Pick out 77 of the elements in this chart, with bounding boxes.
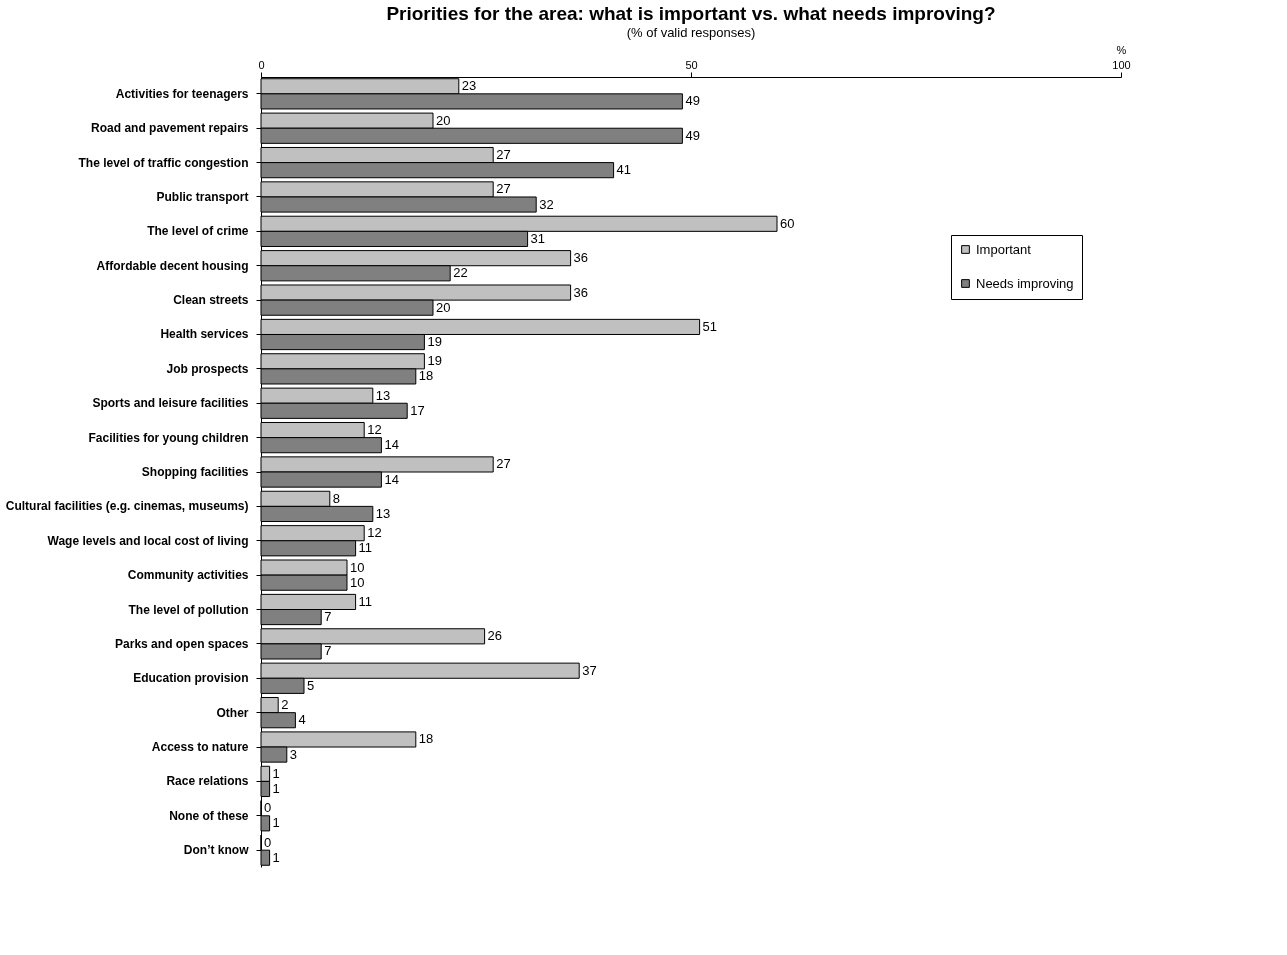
data-label: 11 <box>358 593 373 609</box>
y-tick-label: Job prospects <box>166 361 249 376</box>
y-tick-label: The level of pollution <box>128 602 249 617</box>
y-tick-label: Affordable decent housing <box>96 258 249 273</box>
x-tick-label: 0 <box>258 58 265 71</box>
x-tick-label: 100 <box>1112 58 1131 71</box>
data-label: 32 <box>539 196 554 212</box>
data-label: 11 <box>358 540 373 556</box>
y-tick-label: Parks and open spaces <box>115 636 249 651</box>
data-label: 49 <box>685 93 700 109</box>
data-label: 20 <box>436 299 451 315</box>
data-label: 41 <box>616 162 632 178</box>
data-label: 27 <box>496 456 511 472</box>
data-label: 51 <box>702 318 718 334</box>
data-label: 0 <box>264 834 272 850</box>
data-label: 12 <box>367 422 382 438</box>
data-label: 13 <box>375 387 391 403</box>
data-label: 7 <box>324 609 332 625</box>
data-label: 22 <box>453 265 468 281</box>
y-tick-label: Education provision <box>133 671 249 686</box>
data-label: 27 <box>496 147 511 163</box>
y-tick-label: Shopping facilities <box>141 465 249 479</box>
y-tick-label: Sports and leisure facilities <box>92 396 249 411</box>
data-label: 36 <box>573 250 589 266</box>
data-label: 37 <box>582 662 597 678</box>
y-tick-label: Road and pavement repairs <box>91 121 249 136</box>
chart-title: Priorities for the area: what is important vs. what needs improving? <box>386 3 996 24</box>
data-label: 3 <box>289 746 298 762</box>
y-tick-label: None of these <box>169 808 249 823</box>
x-tick-label: 50 <box>685 58 698 71</box>
data-label: 14 <box>384 471 399 487</box>
y-tick-label: Other <box>216 705 249 720</box>
y-tick-label: Clean streets <box>173 293 249 308</box>
y-tick-label: The level of traffic congestion <box>78 155 249 170</box>
y-tick-label: Cultural facilities (e.g. cinemas, museums) <box>5 499 249 514</box>
data-label: 36 <box>573 284 589 300</box>
y-tick-label: Health services <box>160 327 249 342</box>
data-label: 31 <box>530 230 546 246</box>
y-tick-label: Access to nature <box>151 740 249 755</box>
y-tick-label: The level of crime <box>147 224 249 239</box>
data-label: 8 <box>332 490 341 506</box>
legend-label: Needs improving <box>976 275 1074 291</box>
y-tick-label: Activities for teenagers <box>115 86 249 101</box>
data-label: 20 <box>436 112 451 128</box>
data-label: 19 <box>427 334 442 350</box>
data-label: 27 <box>496 181 511 197</box>
data-label: 5 <box>307 677 315 693</box>
data-label: 18 <box>418 368 434 384</box>
data-label: 1 <box>272 765 280 781</box>
x-axis-title: % <box>1116 43 1127 56</box>
data-label: 49 <box>685 127 700 143</box>
data-label: 10 <box>350 559 365 575</box>
data-label: 17 <box>410 402 425 418</box>
data-label: 60 <box>780 215 795 231</box>
y-tick-label: Don’t know <box>183 843 250 858</box>
y-tick-label: Race relations <box>166 774 249 789</box>
legend-label: Important <box>976 241 1032 257</box>
data-label: 26 <box>487 628 503 644</box>
data-label: 18 <box>418 731 434 747</box>
data-label: 12 <box>367 525 382 541</box>
chart-subtitle: (% of valid responses) <box>626 25 756 40</box>
data-label: 13 <box>375 505 391 521</box>
data-label: 1 <box>272 849 280 865</box>
y-tick-label: Wage levels and local cost of living <box>47 533 249 548</box>
data-label: 0 <box>264 800 272 816</box>
data-label: 4 <box>298 712 306 728</box>
y-tick-label: Public transport <box>156 189 249 204</box>
data-label: 2 <box>281 697 289 713</box>
data-label: 1 <box>272 815 280 831</box>
data-label: 7 <box>324 643 332 659</box>
data-label: 23 <box>461 78 477 94</box>
y-tick-label: Facilities for young children <box>88 430 249 445</box>
data-label: 10 <box>350 574 365 590</box>
data-label: 19 <box>427 353 442 369</box>
data-label: 14 <box>384 437 399 453</box>
data-label: 1 <box>272 780 280 796</box>
y-tick-label: Community activities <box>127 568 249 583</box>
